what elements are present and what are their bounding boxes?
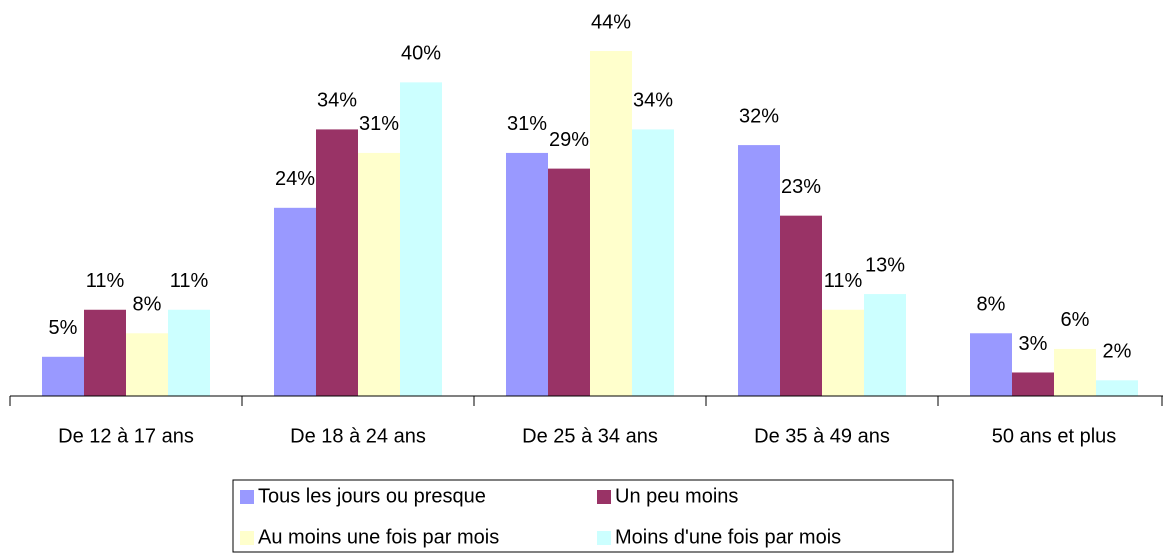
value-label: 13% [865,254,905,276]
value-label: 8% [133,294,162,316]
bar [506,152,548,396]
legend-swatch [597,490,611,504]
value-label: 44% [591,11,631,33]
value-label: 11% [170,270,209,292]
value-label: 34% [317,90,357,112]
x-tick-label: 50 ans et plus [992,425,1117,447]
bar [1012,372,1054,396]
legend-swatch [240,531,254,545]
value-label: 23% [781,176,821,198]
legend-swatch [240,490,254,504]
bar [1096,380,1138,396]
legend-box [232,479,954,553]
value-label: 6% [1061,309,1090,331]
value-label: 32% [739,105,779,127]
value-label: 11% [824,270,863,292]
x-tick-label: De 25 à 34 ans [522,425,658,447]
legend-label: Au moins une fois par mois [258,526,499,548]
x-tick-label: De 18 à 24 ans [290,425,426,447]
bar [400,82,442,396]
legend-label: Un peu moins [615,485,738,507]
x-tick-label: De 35 à 49 ans [754,425,890,447]
legend-label: Moins d'une fois par mois [615,526,841,548]
legend-label: Tous les jours ou presque [258,485,486,507]
bar [42,356,84,396]
value-label: 11% [86,270,125,292]
bar [168,309,210,396]
bar [970,333,1012,396]
value-label: 34% [633,90,673,112]
bar [548,168,590,396]
value-label: 40% [401,43,441,65]
bar [126,333,168,396]
value-label: 31% [359,113,399,135]
bar [864,294,906,396]
value-label: 8% [977,294,1006,316]
bar [274,207,316,396]
value-label: 24% [275,168,315,190]
value-label: 3% [1019,333,1048,355]
bar [1054,348,1096,396]
value-label: 29% [549,129,589,151]
value-label: 5% [49,317,78,339]
value-label: 2% [1103,341,1132,363]
value-label: 31% [507,113,547,135]
bar [84,309,126,396]
bar [632,129,674,396]
bar [590,51,632,396]
bar [316,129,358,396]
x-tick-label: De 12 à 17 ans [58,425,194,447]
bar [358,152,400,396]
bar [738,145,780,396]
bar [822,309,864,396]
bar [780,215,822,396]
legend-swatch [597,531,611,545]
